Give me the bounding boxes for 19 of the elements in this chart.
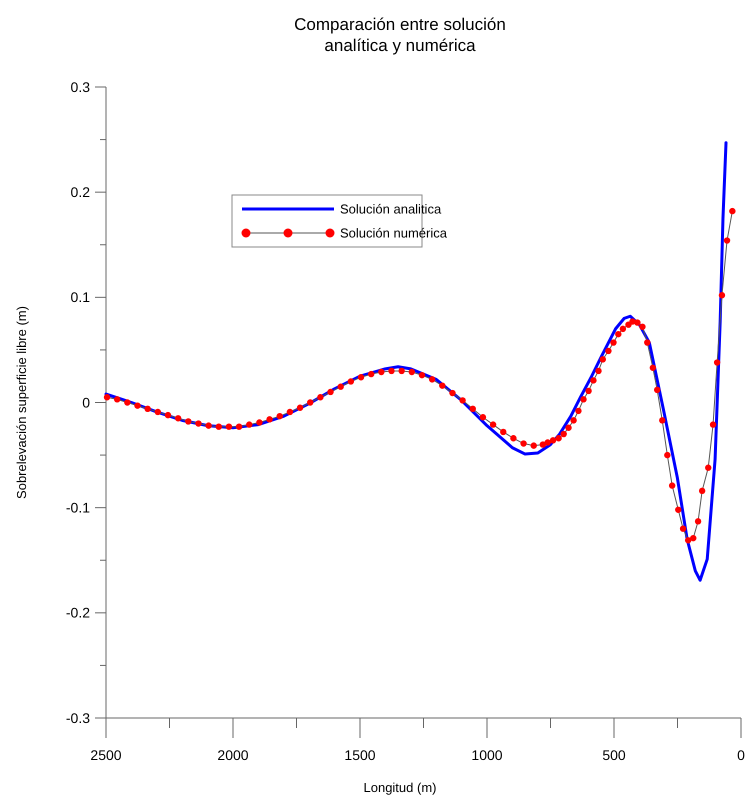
chart-title: Comparación entre solución analítica y numérica xyxy=(294,15,506,55)
y-tick-label: 0.1 xyxy=(70,289,90,306)
y-tick-label: -0.3 xyxy=(66,710,90,726)
y-tick-label: -0.1 xyxy=(66,500,90,516)
x-tick-label: 1500 xyxy=(344,747,376,763)
legend-label: Solución analitica xyxy=(340,202,442,217)
x-tick-label: 2500 xyxy=(90,747,122,763)
y-tick-label: 0.2 xyxy=(70,184,90,200)
legend-label: Solución numérica xyxy=(340,226,448,241)
x-axis-title: Longitud (m) xyxy=(364,780,436,795)
y-tick-label: 0 xyxy=(82,394,90,410)
y-axis-title: Sobrelevación superficie libre (m) xyxy=(14,306,29,499)
x-tick-label: 2000 xyxy=(217,747,249,763)
line-series xyxy=(104,141,728,582)
y-tick-label: -0.2 xyxy=(66,604,90,621)
x-tick-label: 1000 xyxy=(471,747,503,763)
y-tick-label: 0.3 xyxy=(70,78,90,95)
x-tick-label: 500 xyxy=(602,747,626,763)
x-tick-label: 0 xyxy=(737,747,746,763)
